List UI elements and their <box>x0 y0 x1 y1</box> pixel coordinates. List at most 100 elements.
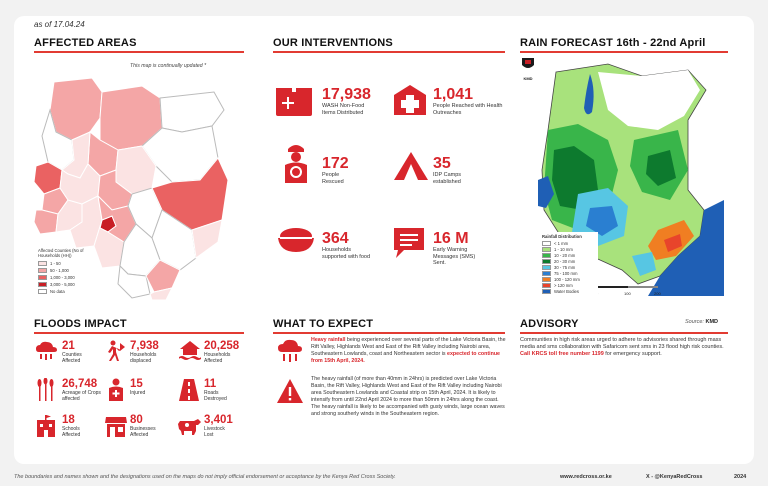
legend-swatch <box>38 268 47 273</box>
affected-legend-item: 1,000 - 3,000 <box>38 274 94 281</box>
stat-food-households: 364 Households supported with food <box>322 230 370 260</box>
affected-areas-title: AFFECTED AREAS <box>34 37 137 49</box>
advisory-text: Communities in high risk areas urged to … <box>520 337 724 357</box>
forecast-legend-item: 1 - 10 mm <box>542 246 596 252</box>
footer-disclaimer: The boundaries and names shown and the d… <box>14 474 396 480</box>
sms-message-icon <box>394 228 424 258</box>
stat-label: Counties Affected <box>62 352 82 364</box>
stat-value: 15 <box>130 378 143 390</box>
stat-value: 18 <box>62 414 75 426</box>
floods-impact-rule <box>34 332 244 334</box>
stat-value: 26,748 <box>62 378 98 390</box>
legend-swatch <box>38 289 47 294</box>
road-icon <box>179 379 199 401</box>
stat-value: 11 <box>204 378 217 390</box>
legend-swatch <box>38 275 47 280</box>
stat-label: Livestock Lost <box>204 426 225 438</box>
affected-legend: Affected Counties (No of Households (HH)… <box>38 248 94 295</box>
stat-label: People Reached with Health Outreaches <box>433 103 503 116</box>
tent-icon <box>394 152 428 180</box>
legend-swatch <box>38 282 47 287</box>
heavy-rain-icon <box>278 339 302 362</box>
stat-label: Households displaced <box>130 352 157 364</box>
forecast-legend-item: 100 - 120 mm <box>542 276 596 282</box>
stat-crops-acreage: 26,748 Acreage of Crops affected <box>62 378 104 402</box>
affected-legend-item: 50 - 1,000 <box>38 267 94 274</box>
affected-counties-map <box>33 77 229 301</box>
school-icon <box>37 415 55 437</box>
interventions-title: OUR INTERVENTIONS <box>273 37 393 49</box>
stat-livestock-lost: 3,401 Livestock Lost <box>204 414 234 438</box>
stat-label: People Rescued <box>322 172 344 185</box>
affected-legend-item: 3,000 - 5,000 <box>38 281 94 288</box>
flooded-house-icon <box>179 341 201 360</box>
stat-label: Acreage of Crops affected <box>62 390 101 402</box>
stat-counties-affected: 21 Counties Affected <box>62 340 90 364</box>
stat-label: Schools Affected <box>62 426 81 438</box>
forecast-legend-item: 10 - 20 mm <box>542 252 596 258</box>
stat-value: 20,258 <box>204 340 240 352</box>
footer-social-handle[interactable]: X - @KenyaRedCross <box>646 474 703 480</box>
county-machakos <box>97 194 137 243</box>
rain-cloud-icon <box>36 341 57 360</box>
footer-website[interactable]: www.redcross.or.ke <box>560 474 612 480</box>
stat-label: IDP Camps established <box>433 172 462 185</box>
livestock-icon <box>178 419 201 435</box>
stat-schools-affected: 18 Schools Affected <box>62 414 92 438</box>
forecast-legend-item: 75 - 100 mm <box>542 270 596 276</box>
health-kit-icon <box>394 85 426 115</box>
wash-kit-icon <box>276 88 312 116</box>
kmd-logo: KMD <box>520 57 536 81</box>
scale-label-200: 200 <box>654 291 661 296</box>
forecast-legend-item: Water Bodies <box>542 288 596 294</box>
what-to-expect-rule <box>273 332 505 334</box>
forecast-legend-item: 30 - 75 mm <box>542 264 596 270</box>
map-update-note: This map is continually updated * <box>130 63 207 69</box>
rescuer-icon <box>285 145 307 183</box>
county-lamu <box>191 219 223 259</box>
advisory-rule <box>520 332 728 334</box>
stat-health-outreach: 1,041 People Reached with Health Outreac… <box>433 86 507 116</box>
forecast-legend-item: > 120 mm <box>542 282 596 288</box>
affected-legend-title: Affected Counties (No of Households (HH)… <box>38 248 84 258</box>
crops-icon <box>37 378 54 401</box>
stat-value: 16 M <box>433 230 469 247</box>
county-kwale <box>149 287 173 301</box>
county-mandera <box>159 91 225 133</box>
food-bowl-icon <box>278 228 314 252</box>
forecast-legend: Rainfall Distribution < 1 mm 1 - 10 mm 1… <box>540 232 598 296</box>
kmd-emblem-icon <box>522 58 534 68</box>
stat-businesses-affected: 80 Businesses Affected <box>130 414 166 438</box>
stat-value: 17,938 <box>322 86 371 103</box>
stat-label: Businesses Affected <box>130 426 156 438</box>
stat-sms-sent: 16 M Early Warning Messages (SMS) Sent. <box>433 230 479 267</box>
affected-legend-item: No data <box>38 288 94 295</box>
forecast-rule <box>520 51 728 53</box>
footer-year: 2024 <box>734 474 747 480</box>
stat-label: Injured <box>130 390 146 396</box>
county-turkana <box>49 77 103 141</box>
county-migori <box>33 209 59 235</box>
stat-value: 3,401 <box>204 414 233 426</box>
stat-value: 364 <box>322 230 349 247</box>
stat-value: 80 <box>130 414 143 426</box>
stat-idp-camps: 35 IDP Camps established <box>433 155 477 185</box>
expect-paragraph-2: The heavy rainfall (of more than 40mm in… <box>311 376 505 417</box>
stat-value: 35 <box>433 155 451 172</box>
stat-value: 21 <box>62 340 75 352</box>
stat-value: 1,041 <box>433 86 474 103</box>
forecast-legend-item: < 1 mm <box>542 240 596 246</box>
injured-person-icon <box>109 378 123 401</box>
interventions-rule <box>273 51 505 53</box>
floods-impact-title: FLOODS IMPACT <box>34 318 127 330</box>
stat-label: Households Affected <box>204 352 231 364</box>
stat-households-affected: 20,258 Households Affected <box>204 340 240 364</box>
forecast-legend-item: 20 - 30 mm <box>542 258 596 264</box>
stat-label: Early Warning Messages (SMS) Sent. <box>433 247 476 266</box>
stat-households-displaced: 7,938 Households displaced <box>130 340 166 364</box>
forecast-source: Source: KMD <box>685 319 719 325</box>
stat-injured: 15 Injured <box>130 378 160 396</box>
stat-value: 172 <box>322 155 349 172</box>
forecast-title: RAIN FORECAST 16th - 22nd April <box>520 37 706 49</box>
legend-swatch <box>38 261 47 266</box>
